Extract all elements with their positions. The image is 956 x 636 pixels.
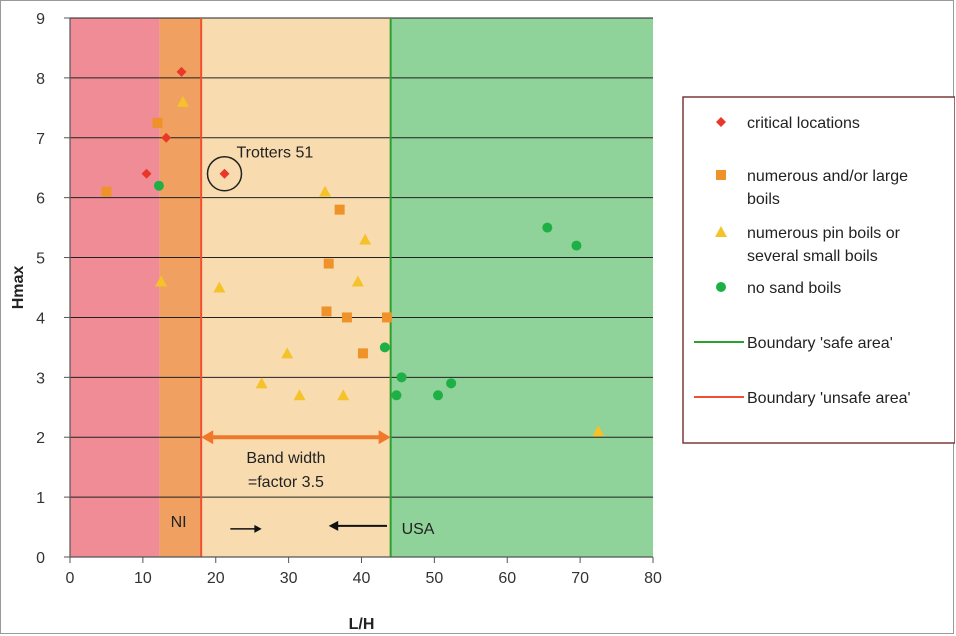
legend-label-2-0: numerous pin boils or <box>747 225 901 242</box>
legend-marker-3 <box>716 282 726 292</box>
point-triangle-10 <box>592 425 605 437</box>
y-tick-label-7: 7 <box>36 131 45 148</box>
x-tick-label-20: 20 <box>207 570 225 587</box>
boundary-lines <box>200 18 392 557</box>
point-triangle-4 <box>213 281 226 293</box>
y-tick-label-4: 4 <box>36 310 45 327</box>
trotters-label: Trotters 51 <box>236 145 313 162</box>
point-square-4 <box>321 306 332 317</box>
x-tick-label-50: 50 <box>425 570 443 587</box>
point-triangle-9 <box>337 389 350 401</box>
point-triangle-8 <box>293 389 306 401</box>
point-triangle-7 <box>255 377 268 389</box>
y-tick-label-5: 5 <box>36 251 45 268</box>
point-triangle-1 <box>319 185 332 197</box>
point-square-3 <box>323 258 334 269</box>
legend-marker-1 <box>716 170 726 180</box>
region-transition <box>201 18 391 557</box>
annotations: Trotters 51 Band width =factor 3.5 NI US… <box>171 145 435 539</box>
x-tick-label-30: 30 <box>280 570 298 587</box>
point-circle-7 <box>446 378 457 389</box>
region-safe <box>390 18 653 557</box>
point-triangle-5 <box>351 275 364 287</box>
point-diamond-2 <box>141 168 152 179</box>
point-circle-4 <box>396 372 407 383</box>
point-square-5 <box>341 312 352 323</box>
data-points <box>101 66 605 437</box>
point-square-1 <box>101 186 112 197</box>
band-arrow-head-right <box>378 430 391 445</box>
y-tick-label-0: 0 <box>36 550 45 567</box>
point-circle-0 <box>153 180 164 191</box>
point-circle-3 <box>379 342 390 353</box>
usa-label: USA <box>402 521 435 538</box>
point-diamond-3 <box>219 168 230 179</box>
trotters-highlight-circle <box>206 155 243 192</box>
ni-arrow-head <box>254 524 262 533</box>
point-circle-6 <box>433 390 444 401</box>
x-tick-label-0: 0 <box>66 570 75 587</box>
ni-label: NI <box>171 514 187 531</box>
y-tick-label-9: 9 <box>36 11 45 28</box>
y-tick-label-3: 3 <box>36 370 45 387</box>
y-axis-title: Hmax <box>10 266 27 310</box>
point-circle-5 <box>391 390 402 401</box>
x-axis-title: L/H <box>349 616 375 633</box>
x-tick-label-60: 60 <box>498 570 516 587</box>
y-tick-label-6: 6 <box>36 191 45 208</box>
point-circle-1 <box>542 222 553 233</box>
x-tick-label-40: 40 <box>353 570 371 587</box>
point-square-2 <box>334 204 345 215</box>
point-square-0 <box>152 117 163 128</box>
band-arrow-head-left <box>201 430 214 445</box>
point-triangle-3 <box>155 275 168 287</box>
axes: 0 10 20 30 40 50 60 70 80 0 1 2 3 4 5 6 7 8 9 <box>36 11 662 587</box>
usa-arrow-head <box>328 520 339 531</box>
legend: critical locations numerous and/or large b… <box>682 96 955 444</box>
region-unsafe <box>70 18 160 557</box>
y-tick-label-2: 2 <box>36 430 45 447</box>
legend-label-4-0: Boundary 'safe area' <box>747 335 893 352</box>
point-square-6 <box>382 312 393 323</box>
legend-label-5-0: Boundary 'unsafe area' <box>747 390 911 407</box>
legend-box <box>682 96 955 444</box>
legend-label-1-0: numerous and/or large <box>747 168 908 185</box>
point-diamond-0 <box>176 66 187 77</box>
x-tick-label-80: 80 <box>644 570 662 587</box>
region-ni-band <box>159 18 202 557</box>
chart-regions <box>70 18 653 557</box>
point-triangle-2 <box>359 233 372 245</box>
point-triangle-6 <box>281 347 294 359</box>
legend-label-2-1: several small boils <box>747 248 878 265</box>
legend-label-0-0: critical locations <box>747 115 860 132</box>
point-triangle-0 <box>176 95 189 107</box>
y-tick-label-8: 8 <box>36 71 45 88</box>
y-tick-label-1: 1 <box>36 490 45 507</box>
x-tick-label-10: 10 <box>134 570 152 587</box>
point-circle-2 <box>571 240 582 251</box>
band-width-label: Band width <box>246 450 325 467</box>
legend-label-3-0: no sand boils <box>747 280 841 297</box>
point-square-7 <box>357 348 368 359</box>
band-factor-label: =factor 3.5 <box>248 474 324 491</box>
x-tick-label-70: 70 <box>571 570 589 587</box>
legend-marker-2 <box>715 226 727 237</box>
legend-label-1-1: boils <box>747 191 780 208</box>
legend-marker-0 <box>716 117 726 127</box>
point-diamond-1 <box>161 132 172 143</box>
